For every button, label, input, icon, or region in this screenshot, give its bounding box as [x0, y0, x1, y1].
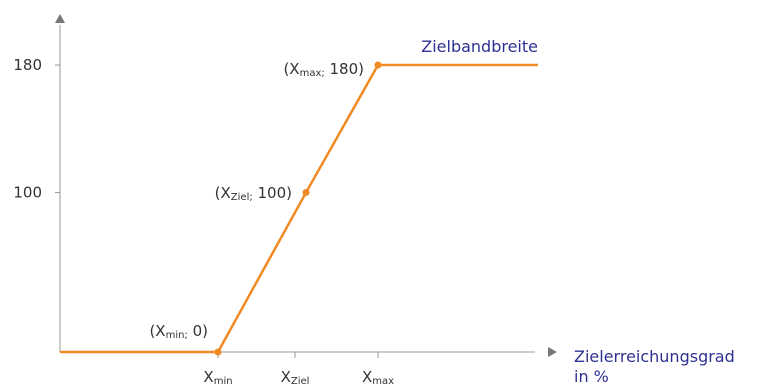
- data-point: [374, 61, 382, 69]
- series: [60, 61, 538, 356]
- point-annotation: (Xmin; 0): [149, 322, 208, 341]
- x-axis-arrow-icon: [548, 347, 557, 357]
- ticks: 100 180 Xmin XZiel Xmax: [13, 56, 394, 387]
- point-annotation: (Xmax; 180): [283, 60, 364, 79]
- x-tick-label: Xmin: [203, 368, 232, 387]
- series-name-label: Zielbandbreite: [421, 37, 538, 56]
- y-axis-arrow-icon: [55, 14, 65, 23]
- series-line: [60, 63, 538, 354]
- x-tick-label: XZiel: [281, 368, 310, 387]
- y-tick-label: 180: [13, 56, 42, 74]
- data-point: [302, 189, 310, 197]
- x-tick-label: Xmax: [362, 368, 394, 387]
- labels: Zielbandbreite (Xmin; 0) (XZiel; 100) (Xmax…: [149, 37, 734, 386]
- x-axis-title: Zielerreichungsgrad: [574, 347, 735, 366]
- data-point: [214, 348, 222, 356]
- y-tick-label: 100: [13, 184, 42, 202]
- point-annotation: (XZiel; 100): [215, 184, 292, 203]
- x-axis-title: in %: [574, 367, 609, 386]
